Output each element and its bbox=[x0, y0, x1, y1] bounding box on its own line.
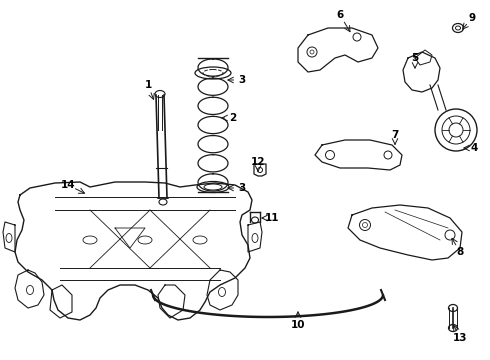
Text: 10: 10 bbox=[291, 320, 305, 330]
Text: 5: 5 bbox=[412, 53, 418, 63]
Text: 14: 14 bbox=[61, 180, 75, 190]
Text: 12: 12 bbox=[251, 157, 265, 167]
Text: 4: 4 bbox=[470, 143, 478, 153]
Text: 11: 11 bbox=[265, 213, 279, 223]
Text: 2: 2 bbox=[229, 113, 237, 123]
Text: 8: 8 bbox=[456, 247, 464, 257]
Text: 9: 9 bbox=[468, 13, 476, 23]
Text: 3: 3 bbox=[238, 183, 245, 193]
Text: 1: 1 bbox=[145, 80, 151, 90]
Text: 7: 7 bbox=[392, 130, 399, 140]
Text: 6: 6 bbox=[336, 10, 343, 20]
Text: 3: 3 bbox=[238, 75, 245, 85]
Text: 13: 13 bbox=[453, 333, 467, 343]
